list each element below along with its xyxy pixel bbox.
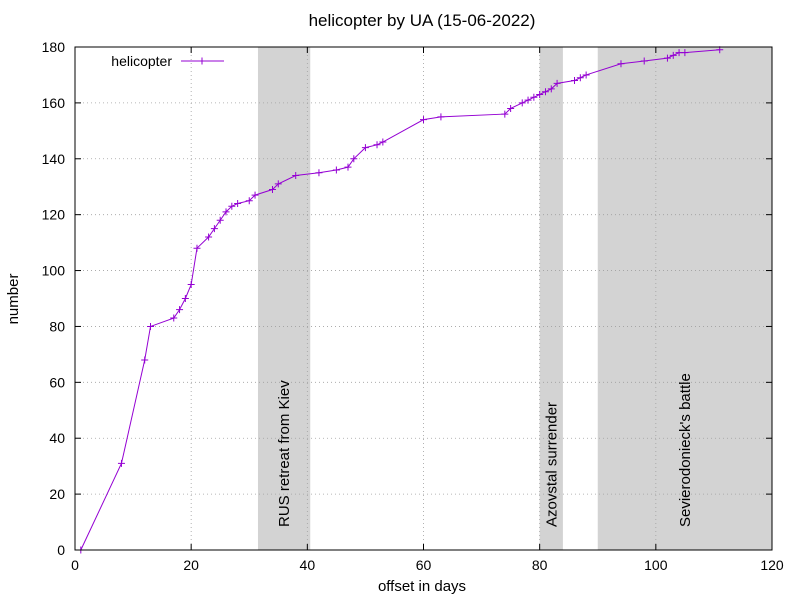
- data-point: [251, 191, 259, 199]
- data-point: [582, 71, 590, 79]
- y-axis-label: number: [5, 274, 22, 325]
- data-point: [222, 208, 230, 216]
- data-point: [530, 93, 538, 101]
- data-point: [379, 138, 387, 146]
- data-point: [315, 169, 323, 177]
- y-tick-label: 0: [57, 542, 65, 558]
- band-label-1: Azovstal surrender: [543, 402, 560, 527]
- data-point: [181, 295, 189, 302]
- data-point: [576, 74, 584, 82]
- data-point: [245, 197, 253, 205]
- data-point: [147, 322, 155, 330]
- shaded-bands: [257, 47, 772, 550]
- data-point: [373, 141, 381, 149]
- x-tick-label: 120: [760, 557, 784, 573]
- data-point: [536, 91, 544, 99]
- x-tick-label: 60: [416, 557, 432, 573]
- data-point: [187, 281, 195, 289]
- legend-marker: [198, 57, 206, 65]
- x-tick-label: 40: [300, 557, 316, 573]
- band-label-0: RUS retreat from Kiev: [276, 380, 293, 527]
- band-labels: RUS retreat from Kiev Azovstal surrender S…: [276, 373, 694, 527]
- y-tick-label: 140: [42, 151, 66, 167]
- data-point: [332, 166, 340, 174]
- data-point: [193, 244, 201, 252]
- data-point: [228, 202, 236, 210]
- data-point: [292, 172, 300, 180]
- band-1: [539, 47, 563, 550]
- axis-ticks: 0 20 40 60 80 100 120 0 20 40 60 80 100 120 140 160 180: [42, 39, 784, 573]
- y-tick-label: 60: [49, 374, 65, 390]
- data-point: [344, 163, 352, 171]
- data-point: [234, 199, 242, 207]
- data-point: [553, 79, 561, 87]
- y-tick-label: 160: [42, 95, 66, 111]
- y-tick-label: 100: [42, 263, 66, 279]
- data-point: [170, 314, 178, 322]
- x-tick-label: 100: [644, 557, 668, 573]
- data-point: [640, 57, 648, 65]
- data-point: [663, 54, 671, 62]
- data-point: [501, 110, 509, 118]
- data-point: [350, 155, 358, 163]
- band-0: [257, 47, 311, 550]
- data-point: [518, 99, 526, 107]
- data-point: [117, 459, 125, 467]
- data-point: [210, 225, 218, 233]
- y-tick-label: 40: [49, 430, 65, 446]
- x-tick-label: 20: [183, 557, 199, 573]
- data-point: [176, 306, 184, 314]
- x-axis-label: offset in days: [378, 578, 466, 595]
- data-point: [507, 104, 515, 112]
- data-point: [617, 60, 625, 68]
- y-tick-label: 20: [49, 486, 65, 502]
- data-point: [268, 186, 276, 194]
- y-tick-label: 180: [42, 39, 66, 55]
- data-point: [571, 77, 579, 85]
- band-2: [597, 47, 772, 550]
- legend: helicopter: [111, 53, 224, 69]
- data-series: [77, 46, 724, 554]
- data-point: [437, 113, 445, 121]
- plot-frame: [74, 46, 773, 551]
- x-tick-label: 80: [532, 557, 548, 573]
- data-point: [274, 180, 282, 188]
- data-point: [420, 116, 427, 124]
- data-point: [205, 233, 213, 241]
- chart-title: helicopter by UA (15-06-2022): [309, 11, 536, 30]
- data-point: [524, 96, 532, 104]
- legend-label: helicopter: [111, 53, 172, 69]
- data-point: [216, 216, 224, 224]
- band-label-2: Sevierodonieck's battle: [677, 373, 694, 527]
- data-point: [681, 49, 689, 57]
- data-point: [541, 88, 549, 96]
- data-point: [141, 356, 149, 364]
- data-point: [669, 51, 677, 59]
- data-point: [361, 144, 369, 152]
- x-tick-label: 0: [71, 557, 79, 573]
- y-tick-label: 120: [42, 207, 66, 223]
- data-point: [547, 85, 555, 93]
- grid-lines: [75, 47, 772, 550]
- y-tick-label: 80: [49, 318, 65, 334]
